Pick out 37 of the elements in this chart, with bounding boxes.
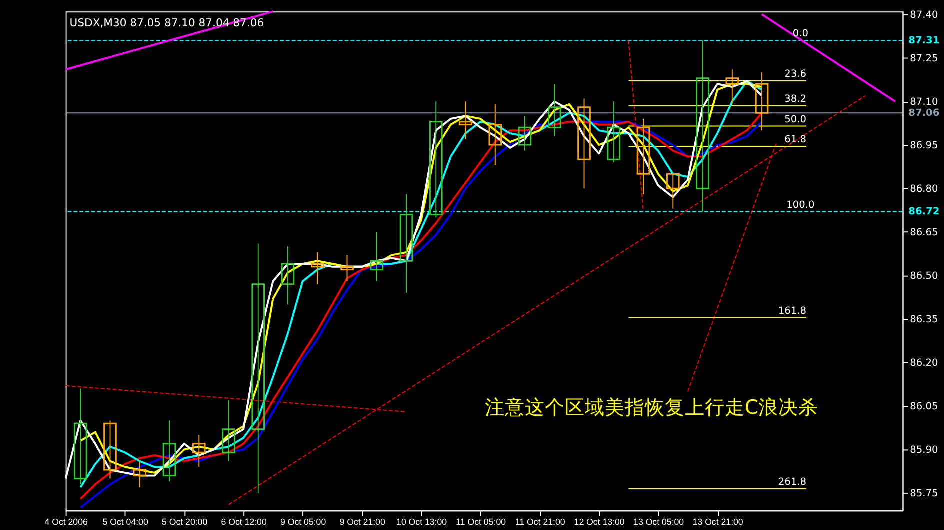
y-tick-label: 87.10 (910, 96, 938, 108)
x-tick-label: 13 Oct 21:00 (692, 516, 744, 527)
x-tick-label: 9 Oct 21:00 (340, 516, 386, 527)
x-tick-label: 11 Oct 05:00 (456, 516, 506, 527)
x-tick-label: 5 Oct 20:00 (162, 516, 208, 527)
series-label: 38.2 (784, 94, 806, 105)
ref-line-label: 86.72 (908, 206, 940, 218)
chart-title: USDX,M30 87.05 87.10 87.04 87.06 (70, 16, 264, 30)
series-label: 161.8 (778, 306, 806, 317)
annotation: 0.0 (792, 28, 808, 40)
y-tick-label: 86.95 (910, 140, 938, 152)
annotation: 注意这个区域美指恢复上行走C浪决杀 (484, 396, 819, 420)
y-tick-label: 86.20 (910, 358, 938, 370)
y-tick-label: 85.90 (910, 445, 938, 456)
x-tick-label: 11 Oct 21:00 (515, 516, 566, 527)
x-tick-label: 10 Oct 13:00 (396, 516, 448, 527)
ref-line-label: 87.06 (908, 108, 940, 120)
y-tick-label: 86.80 (910, 184, 938, 196)
series-label: 23.6 (784, 69, 806, 80)
y-tick-label: 86.05 (910, 402, 938, 413)
y-tick-label: 87.25 (910, 53, 938, 64)
y-tick-label: 86.50 (910, 271, 938, 282)
series-label: 50.0 (784, 114, 806, 126)
y-tick-label: 86.35 (910, 314, 938, 326)
series-label: 61.8 (784, 134, 806, 146)
y-tick-label: 86.65 (910, 228, 938, 239)
x-tick-label: 12 Oct 13:00 (574, 516, 625, 527)
x-tick-label: 9 Oct 05:00 (280, 516, 326, 527)
x-tick-label: 5 Oct 04:00 (102, 516, 148, 527)
series-label: 261.8 (778, 476, 806, 488)
y-tick-label: 85.75 (910, 488, 938, 500)
y-tick-label: 87.40 (910, 10, 938, 21)
x-tick-label: 4 Oct 2006 (44, 516, 88, 527)
x-tick-label: 13 Oct 05:00 (634, 516, 684, 527)
annotation: 100.0 (786, 200, 815, 211)
x-tick-label: 6 Oct 12:00 (221, 516, 267, 527)
ref-line-label: 87.31 (908, 36, 940, 47)
